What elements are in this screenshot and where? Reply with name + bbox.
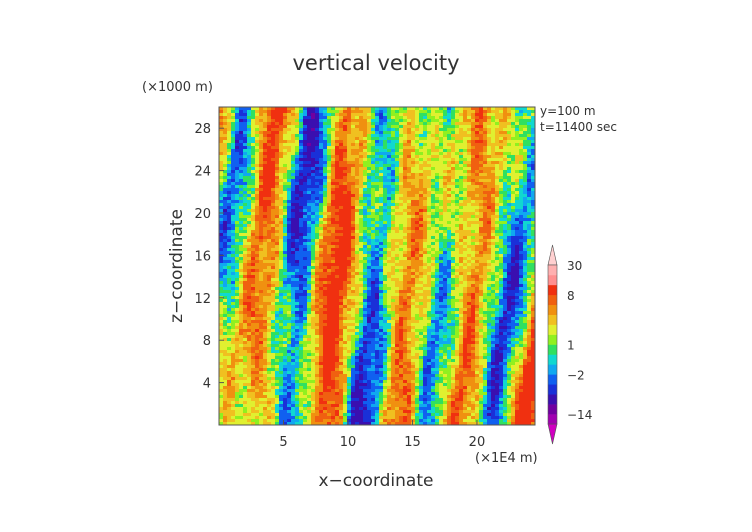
colorbar-band [548,304,557,315]
chart-title: vertical velocity [292,51,459,75]
colorbar-tick-label: 8 [567,289,575,303]
colorbar-band [548,374,557,385]
x-tick-label: 20 [469,435,486,450]
colorbar-band [548,294,557,306]
colorbar-band [548,274,557,286]
x-unit-label: (×1E4 m) [475,451,538,466]
colorbar-band [548,394,557,405]
colorbar-band [548,334,557,345]
colorbar-band [548,344,557,355]
y-tick-label: 20 [194,207,211,222]
colorbar-band [548,414,557,425]
colorbar: 30 8 1 −2 −14 [547,244,592,445]
colorbar-band [548,284,557,296]
y-tick-label: 12 [194,292,211,307]
colorbar-band [548,354,557,365]
colorbar-max-arrow [547,244,558,266]
y-unit-label: (×1000 m) [142,80,213,95]
y-tick-label: 16 [194,249,211,264]
x-tick-label: 15 [404,435,421,450]
colorbar-tick-label: −2 [567,368,585,382]
colorbar-band [548,324,557,335]
colorbar-tick-label: 30 [567,259,582,273]
colorbar-band [548,314,557,325]
y-axis-label: z−coordinate [167,209,187,323]
y-tick-label: 24 [194,165,211,180]
x-tick-label: 10 [340,435,357,450]
colorbar-tick-label: −14 [567,408,592,422]
x-axis-label: x−coordinate [319,471,434,491]
heatmap-field [219,107,536,426]
annotation-y: y=100 m [540,104,596,118]
plot-frame [218,106,536,426]
colorbar-band [548,404,557,415]
colorbar-tick-label: 1 [567,339,575,353]
y-tick-label: 28 [194,122,211,137]
colorbar-min-arrow [547,423,558,445]
y-axis: 4 8 12 16 20 24 28 [194,122,224,392]
x-tick-label: 5 [279,435,287,450]
colorbar-band [548,384,557,395]
y-tick-label: 4 [203,377,211,392]
annotation-t: t=11400 sec [540,120,617,134]
y-tick-label: 8 [203,334,211,349]
colorbar-band [548,265,557,276]
colorbar-band [548,364,557,375]
x-axis: 5 10 15 20 [279,420,485,450]
